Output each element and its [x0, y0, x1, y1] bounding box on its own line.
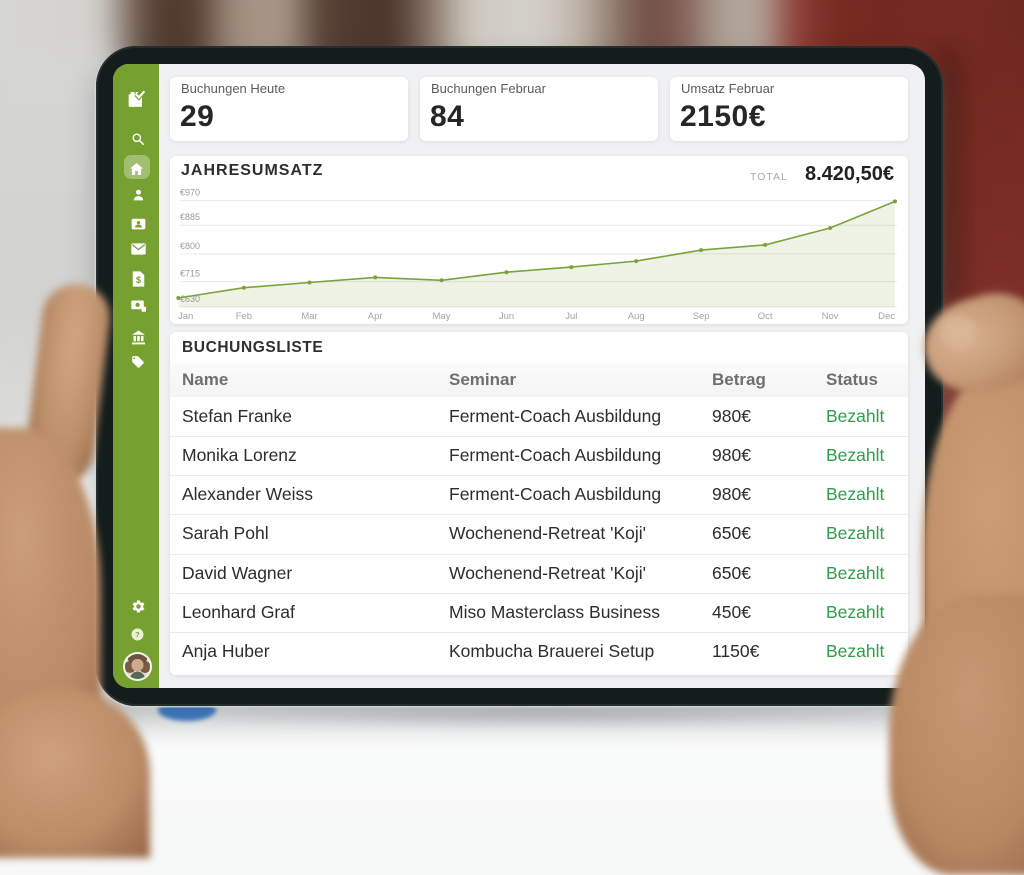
svg-text:€715: €715 — [180, 269, 200, 279]
svg-text:Jun: Jun — [499, 311, 514, 322]
svg-text:€885: €885 — [180, 212, 200, 222]
svg-text:Mar: Mar — [301, 311, 317, 322]
svg-text:Jan: Jan — [178, 311, 193, 322]
svg-text:Nov: Nov — [822, 311, 839, 322]
svg-text:Sep: Sep — [693, 311, 710, 322]
svg-text:Dec: Dec — [878, 311, 895, 322]
svg-text:May: May — [433, 311, 451, 322]
svg-text:Apr: Apr — [368, 311, 383, 322]
svg-text:€800: €800 — [180, 241, 200, 251]
svg-text:$: $ — [136, 275, 141, 285]
svg-text:?: ? — [135, 630, 140, 639]
svg-text:Feb: Feb — [236, 311, 252, 322]
svg-text:Oct: Oct — [758, 311, 773, 322]
svg-text:€630: €630 — [180, 294, 200, 304]
svg-text:€970: €970 — [180, 188, 200, 198]
svg-text:Jul: Jul — [565, 311, 577, 322]
svg-text:Aug: Aug — [628, 311, 645, 322]
